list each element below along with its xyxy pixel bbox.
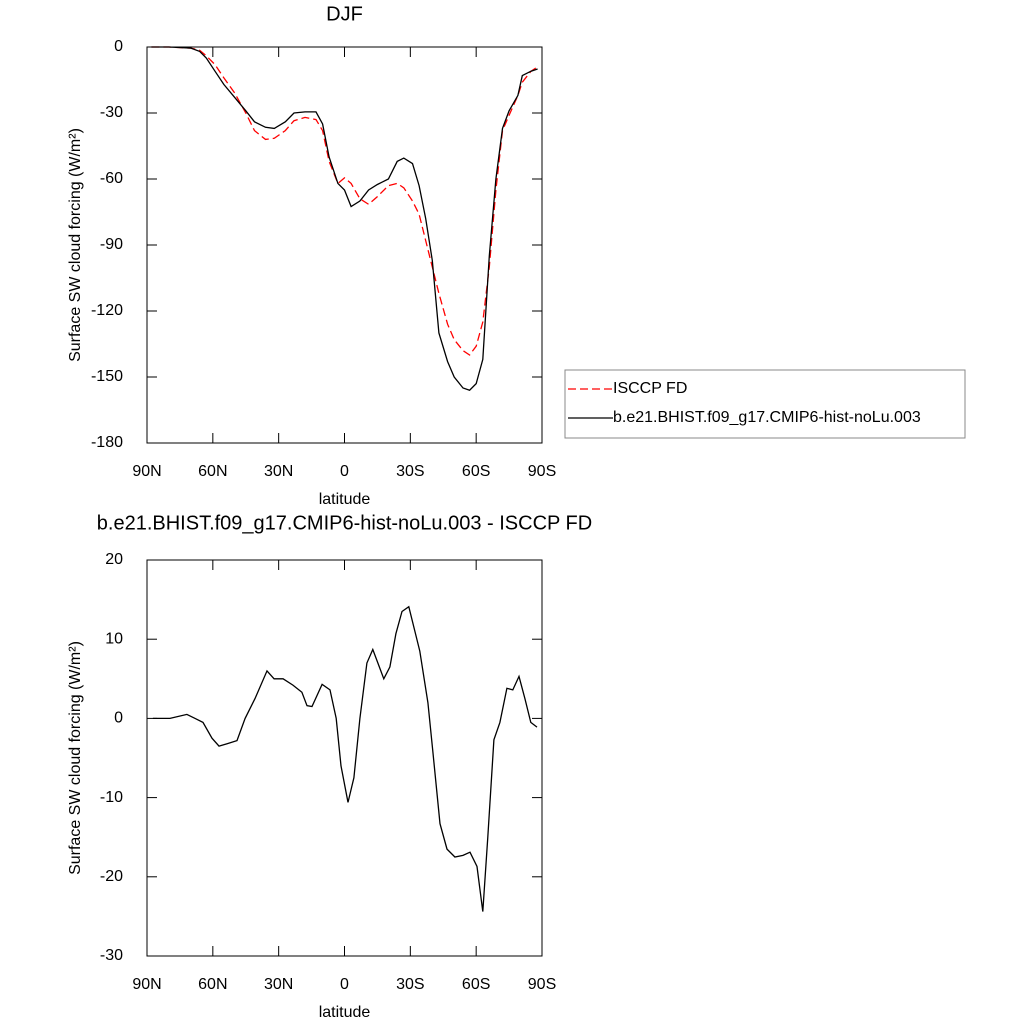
y-tick-label: -60 <box>100 170 123 187</box>
x-tick-label: 90S <box>528 976 556 993</box>
legend-label: b.e21.BHIST.f09_g17.CMIP6-hist-noLu.003 <box>613 409 921 426</box>
x-tick-label: 60N <box>198 976 227 993</box>
y-tick-label: -20 <box>100 868 123 885</box>
y-tick-label: 10 <box>105 630 123 647</box>
y-tick-label: 0 <box>114 710 123 727</box>
x-tick-label: 0 <box>340 976 349 993</box>
plot-frame <box>146 559 543 957</box>
chart-title: b.e21.BHIST.f09_g17.CMIP6-hist-noLu.003 … <box>97 512 592 534</box>
y-tick-label: 0 <box>114 38 123 55</box>
y-tick-label: 20 <box>105 551 123 568</box>
x-tick-label: 90S <box>528 463 556 480</box>
y-tick-label: -30 <box>100 947 123 964</box>
x-tick-label: 0 <box>340 463 349 480</box>
x-axis-label: latitude <box>319 1004 371 1021</box>
x-tick-label: 30S <box>396 463 424 480</box>
legend-label: ISCCP FD <box>613 380 687 397</box>
y-axis-label: Surface SW cloud forcing (W/m²) <box>67 128 84 362</box>
legend-box <box>564 369 966 439</box>
x-tick-label: 90N <box>132 463 161 480</box>
plot-frame <box>146 46 543 444</box>
x-tick-label: 60S <box>462 463 490 480</box>
x-tick-label: 30N <box>264 463 293 480</box>
x-tick-label: 90N <box>132 976 161 993</box>
y-tick-label: -120 <box>91 302 123 319</box>
y-tick-label: -10 <box>100 789 123 806</box>
y-tick-label: -90 <box>100 236 123 253</box>
data-line <box>152 605 538 912</box>
data-line <box>151 46 538 356</box>
x-axis-label: latitude <box>319 491 371 508</box>
x-tick-label: 60N <box>198 463 227 480</box>
y-axis-label: Surface SW cloud forcing (W/m²) <box>67 641 84 875</box>
x-tick-label: 60S <box>462 976 490 993</box>
x-tick-label: 30N <box>264 976 293 993</box>
y-tick-label: -30 <box>100 104 123 121</box>
chart-title: DJF <box>326 3 363 25</box>
y-tick-label: -180 <box>91 434 123 451</box>
y-tick-label: -150 <box>91 368 123 385</box>
x-tick-label: 30S <box>396 976 424 993</box>
data-line <box>151 46 538 391</box>
